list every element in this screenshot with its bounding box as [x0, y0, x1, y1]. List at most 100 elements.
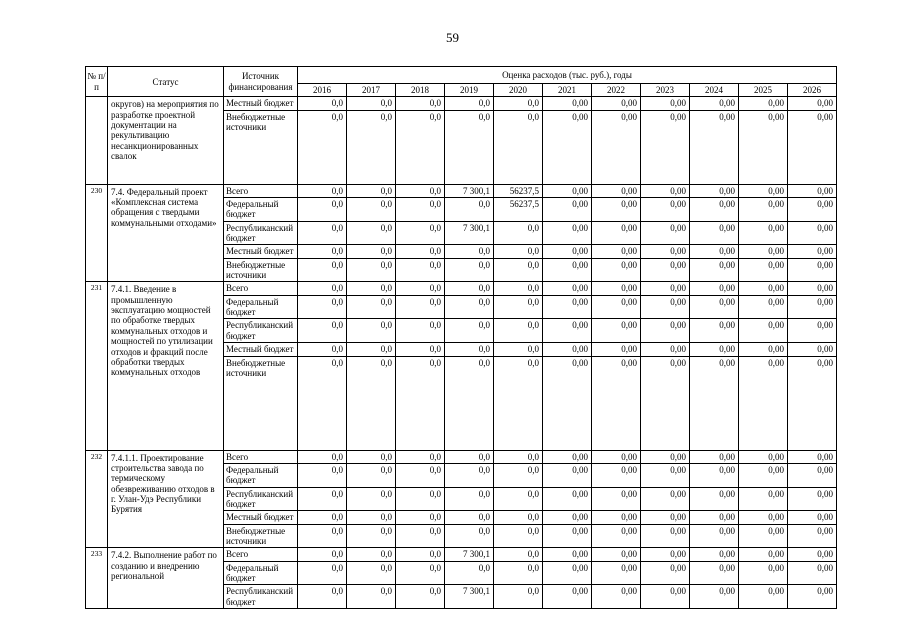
- value-cell: 0,00: [738, 318, 788, 344]
- value-cell: 0,0: [297, 547, 347, 562]
- value-cell: 0,00: [689, 342, 739, 357]
- budget-row: Местный бюджет 0,0 0,0 0,0 0,0 0,0 0,00 0,00 0,0…: [86, 342, 837, 357]
- value-cell: 0,00: [689, 220, 739, 246]
- value-cell: 0,00: [542, 560, 592, 586]
- value-cell: 0,00: [640, 462, 690, 488]
- year-header: 2020: [493, 82, 543, 98]
- value-cell: 0,00: [738, 244, 788, 259]
- budget-row: Внебюджетные источники 0,0 0,0 0,0 0,0 0,0 0,0…: [86, 109, 837, 185]
- value-cell: 0,00: [542, 510, 592, 525]
- value-cell: 0,00: [689, 523, 739, 549]
- header-status: Статус: [107, 65, 224, 98]
- value-cell: 0,0: [395, 449, 445, 464]
- header-costs: Оценка расходов (тыс. руб.), годы: [297, 66, 837, 84]
- year-header: 2016: [297, 82, 347, 98]
- value-cell: 0,00: [787, 486, 837, 512]
- value-cell: 0,0: [444, 318, 494, 344]
- value-cell: 0,0: [346, 449, 396, 464]
- value-cell: 0,00: [787, 294, 837, 320]
- value-cell: 0,0: [346, 294, 396, 320]
- source-cell: Республиканский бюджет: [223, 584, 298, 609]
- value-cell: 0,0: [493, 523, 543, 549]
- value-cell: 0,00: [787, 523, 837, 549]
- status-cell: 7.4.1. Введение в промышленную эксплуата…: [107, 281, 224, 451]
- source-cell: Внебюджетные источники: [223, 257, 298, 283]
- budget-row: Федеральный бюджет 0,0 0,0 0,0 0,0 56237,5 0,0…: [86, 197, 837, 222]
- value-cell: 0,0: [444, 560, 494, 586]
- value-cell: 0,0: [493, 560, 543, 586]
- value-cell: 0,0: [395, 510, 445, 525]
- value-cell: 0,00: [787, 244, 837, 259]
- value-cell: 0,0: [346, 183, 396, 199]
- budget-row: Федеральный бюджет 0,0 0,0 0,0 0,0 0,0 0,00 0,0…: [86, 462, 837, 488]
- value-cell: 0,0: [444, 342, 494, 357]
- value-cell: 56237,5: [493, 197, 543, 222]
- value-cell: 0,0: [346, 342, 396, 357]
- value-cell: 0,0: [395, 220, 445, 246]
- value-cell: 0,0: [297, 584, 347, 609]
- value-cell: 0,00: [591, 294, 641, 320]
- value-cell: 0,00: [738, 257, 788, 283]
- value-cell: 0,0: [395, 462, 445, 488]
- value-cell: 0,0: [493, 281, 543, 296]
- value-cell: 0,0: [493, 584, 543, 609]
- status-cell: округов) на мероприятия по разработке пр…: [107, 96, 224, 185]
- source-cell: Местный бюджет: [223, 96, 298, 111]
- value-cell: 0,00: [542, 109, 592, 185]
- value-cell: 0,00: [787, 197, 837, 222]
- value-cell: 0,0: [297, 96, 347, 111]
- value-cell: 0,0: [493, 96, 543, 111]
- value-cell: 0,0: [346, 220, 396, 246]
- value-cell: 0,00: [738, 294, 788, 320]
- budget-row: Республиканский бюджет 0,0 0,0 0,0 7 300,1 0,…: [86, 220, 837, 246]
- source-cell: Внебюджетные источники: [223, 109, 298, 185]
- value-cell: 0,00: [738, 547, 788, 562]
- value-cell: 0,0: [346, 318, 396, 344]
- budget-row: Федеральный бюджет 0,0 0,0 0,0 0,0 0,0 0,00 0,0…: [86, 294, 837, 320]
- value-cell: 0,0: [395, 342, 445, 357]
- years-header-row: 2016 2017 2018 2019 2020 2021 2022 2023 2024 2025…: [86, 82, 837, 98]
- value-cell: 0,0: [493, 244, 543, 259]
- value-cell: 0,00: [591, 547, 641, 562]
- value-cell: 0,0: [444, 109, 494, 185]
- header-row-1: № п/п Статус Источник финансирования Оце…: [85, 65, 837, 98]
- value-cell: 0,00: [640, 109, 690, 185]
- budget-row: Внебюджетные источники 0,0 0,0 0,0 0,0 0,0 0,0…: [86, 257, 837, 283]
- value-cell: 0,00: [689, 197, 739, 222]
- value-cell: 0,0: [493, 294, 543, 320]
- header-num: № п/п: [85, 65, 108, 98]
- value-cell: 0,00: [689, 547, 739, 562]
- budget-row: Местный бюджет 0,0 0,0 0,0 0,0 0,0 0,00 0,00 0,0…: [86, 244, 837, 259]
- value-cell: 0,0: [395, 257, 445, 283]
- value-cell: 0,0: [395, 294, 445, 320]
- value-cell: 0,00: [591, 510, 641, 525]
- value-cell: 0,00: [542, 318, 592, 344]
- value-cell: 0,00: [640, 584, 690, 609]
- value-cell: 0,00: [640, 449, 690, 464]
- value-cell: 56237,5: [493, 183, 543, 199]
- budget-table: № п/п Статус Источник финансирования Оце…: [85, 65, 837, 609]
- value-cell: 0,0: [444, 449, 494, 464]
- value-cell: 0,00: [738, 510, 788, 525]
- row-number-cell: 232: [85, 449, 108, 549]
- source-cell: Всего: [223, 281, 298, 296]
- value-cell: 0,00: [542, 486, 592, 512]
- value-cell: 0,0: [493, 449, 543, 464]
- row-number-cell: 230: [85, 183, 108, 283]
- value-cell: 0,00: [689, 294, 739, 320]
- value-cell: 0,00: [689, 281, 739, 296]
- value-cell: 0,00: [738, 197, 788, 222]
- value-cell: 0,00: [787, 96, 837, 111]
- value-cell: 0,00: [542, 220, 592, 246]
- budget-row: Местный бюджет 0,0 0,0 0,0 0,0 0,0 0,00 0,00 0,0…: [86, 510, 837, 525]
- source-cell: Местный бюджет: [223, 244, 298, 259]
- value-cell: 0,00: [738, 183, 788, 199]
- value-cell: 0,0: [297, 510, 347, 525]
- budget-row: Внебюджетные источники 0,0 0,0 0,0 0,0 0,0 0,0…: [86, 355, 837, 451]
- value-cell: 0,00: [738, 584, 788, 609]
- value-cell: 0,00: [787, 510, 837, 525]
- value-cell: 0,00: [591, 449, 641, 464]
- value-cell: 0,00: [640, 244, 690, 259]
- value-cell: 0,0: [395, 523, 445, 549]
- value-cell: 0,00: [738, 281, 788, 296]
